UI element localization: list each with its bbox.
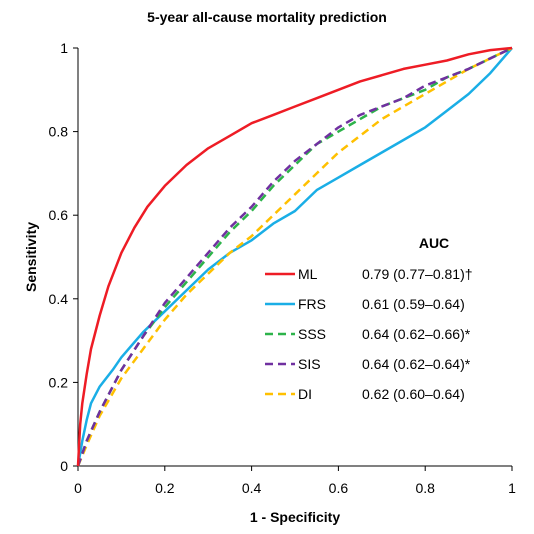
legend-auc-sss: 0.64 (0.62–0.66)* bbox=[362, 326, 471, 342]
legend-label-sss: SSS bbox=[298, 326, 326, 342]
x-tick-label: 0.8 bbox=[415, 480, 435, 496]
chart-title: 5-year all-cause mortality prediction bbox=[147, 9, 387, 25]
y-tick-label: 0.2 bbox=[49, 374, 69, 390]
legend-label-ml: ML bbox=[298, 266, 318, 282]
legend-auc-sis: 0.64 (0.62–0.64)* bbox=[362, 356, 471, 372]
y-ticks: 0 0.2 0.4 0.6 0.8 1 bbox=[49, 40, 78, 474]
legend: AUC ML 0.79 (0.77–0.81)† FRS 0.61 (0.59–0.6… bbox=[265, 235, 473, 402]
y-tick-label: 0.8 bbox=[49, 124, 69, 140]
legend-auc-frs: 0.61 (0.59–0.64) bbox=[362, 296, 465, 312]
y-tick-label: 0.6 bbox=[49, 207, 69, 223]
y-tick-label: 0 bbox=[60, 458, 68, 474]
series-line-frs bbox=[76, 47, 513, 467]
series-line-ml bbox=[76, 46, 513, 467]
plot-area: 0 0.2 0.4 0.6 0.8 1 0 0.2 0.4 0.6 0.8 1 bbox=[49, 40, 517, 496]
legend-title: AUC bbox=[419, 235, 449, 251]
legend-auc-ml: 0.79 (0.77–0.81)† bbox=[362, 266, 473, 282]
legend-label-di: DI bbox=[298, 386, 312, 402]
x-tick-label: 0.6 bbox=[329, 480, 349, 496]
series-line-sss bbox=[76, 46, 513, 467]
series-lines bbox=[76, 46, 513, 467]
x-tick-label: 0.4 bbox=[242, 480, 262, 496]
y-axis-title: Sensitivity bbox=[23, 222, 39, 292]
legend-auc-di: 0.62 (0.60–0.64) bbox=[362, 386, 465, 402]
x-tick-label: 0 bbox=[74, 480, 82, 496]
legend-label-sis: SIS bbox=[298, 356, 321, 372]
y-tick-label: 0.4 bbox=[49, 291, 69, 307]
legend-items: ML 0.79 (0.77–0.81)† FRS 0.61 (0.59–0.64) SS… bbox=[265, 266, 473, 402]
x-tick-label: 0.2 bbox=[155, 480, 175, 496]
legend-label-frs: FRS bbox=[298, 296, 326, 312]
x-ticks: 0 0.2 0.4 0.6 0.8 1 bbox=[74, 466, 516, 496]
x-tick-label: 1 bbox=[508, 480, 516, 496]
y-tick-label: 1 bbox=[60, 40, 68, 56]
x-axis-title: 1 - Specificity bbox=[250, 509, 340, 525]
